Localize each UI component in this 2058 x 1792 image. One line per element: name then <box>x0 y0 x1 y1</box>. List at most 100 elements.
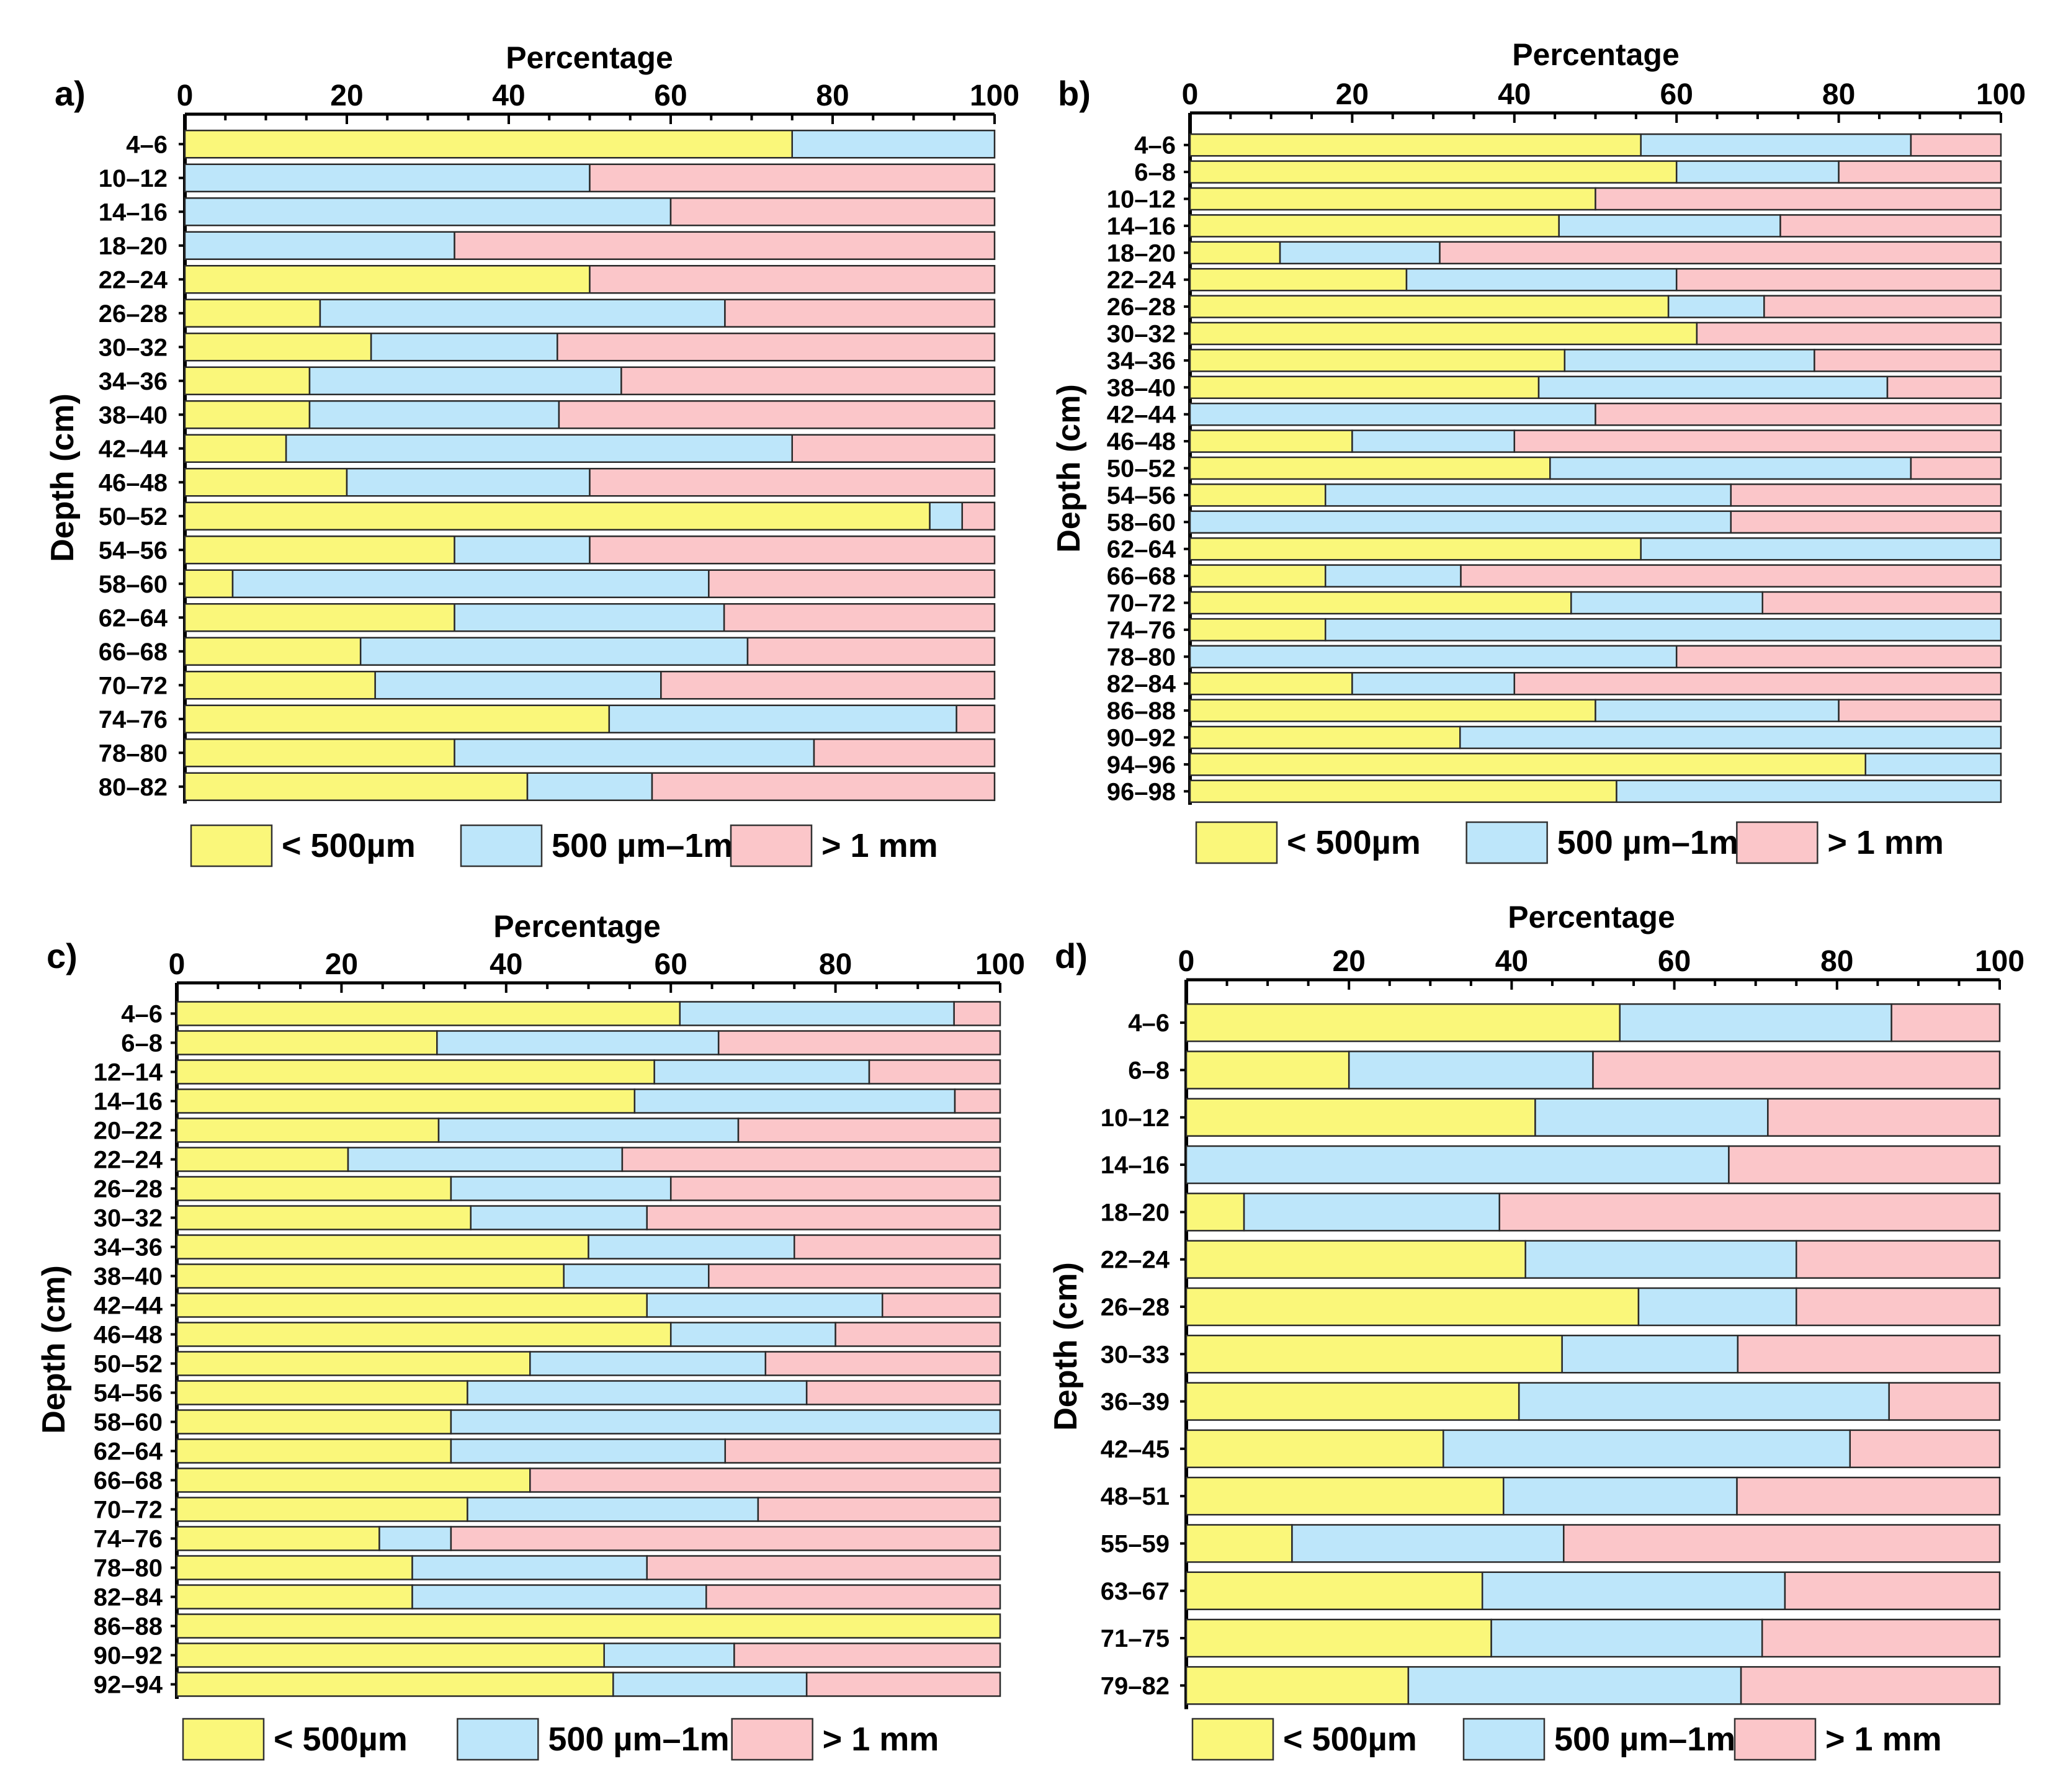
bar-segment-mid <box>1481 1571 1786 1610</box>
legend-label-lt500: < 500µm <box>282 827 416 864</box>
bar-segment-gt1 <box>1761 591 2002 615</box>
y-category-label: 78–80 <box>1107 643 1176 671</box>
bar-segment-mid <box>454 738 815 768</box>
bar-segment-lt500 <box>184 400 311 429</box>
bar-segment-mid <box>454 603 725 632</box>
y-category-label: 34–36 <box>1107 347 1176 375</box>
bar-segment-mid <box>470 1205 648 1230</box>
x-tick-label: 40 <box>1498 78 1531 111</box>
y-category-label: 80–82 <box>99 774 168 801</box>
x-tick-label: 100 <box>975 948 1025 981</box>
y-category-label: 30–33 <box>1101 1341 1170 1368</box>
legend-swatch-lt500 <box>182 1718 265 1761</box>
bar-segment-mid <box>1640 133 1912 157</box>
bar-segment-gt1 <box>1460 564 2002 588</box>
bar-segment-mid <box>184 163 591 192</box>
y-category-label: 42–45 <box>1101 1436 1170 1463</box>
bar-segment-gt1 <box>1910 456 2002 480</box>
bar-segment-gt1 <box>1696 321 2002 346</box>
bar-segment-lt500 <box>176 1234 589 1260</box>
bar-segment-mid <box>319 298 726 328</box>
y-category-label: 66–68 <box>1107 563 1176 590</box>
y-category-label: 22–24 <box>99 266 168 293</box>
bar-segment-mid <box>1291 1524 1565 1563</box>
legend-swatch-mid <box>1465 821 1548 864</box>
chart-title: Percentage <box>1508 900 1675 934</box>
bar-segment-lt500 <box>1185 1618 1492 1658</box>
y-category-label: 12–14 <box>94 1059 163 1086</box>
y-axis-label: Depth (cm) <box>1051 384 1087 553</box>
bar-segment-lt500 <box>1185 1666 1410 1705</box>
legend-label-mid: 500 µm–1mm <box>552 827 763 864</box>
bar-segment-lt500 <box>184 298 321 328</box>
bar-segment-mid <box>1616 779 2002 804</box>
legend-label-lt500: < 500µm <box>1287 824 1421 861</box>
y-axis-label: Depth (cm) <box>45 393 81 562</box>
x-tick-label: 0 <box>1178 945 1195 978</box>
bar-segment-mid <box>308 366 622 395</box>
bar-segment-gt1 <box>1737 1335 2001 1374</box>
bar-segment-gt1 <box>1838 160 2002 184</box>
bar-segment-lt500 <box>176 1584 413 1610</box>
y-category-label: 6–8 <box>121 1030 163 1057</box>
bar-segment-gt1 <box>669 197 996 226</box>
bar-segment-gt1 <box>1740 1666 2001 1705</box>
panel-label: d) <box>1055 936 1088 975</box>
bar-segment-mid <box>184 197 672 226</box>
bar-segment-lt500 <box>1185 1287 1640 1327</box>
bar-segment-gt1 <box>805 1380 1001 1405</box>
y-category-label: 42–44 <box>94 1292 163 1320</box>
bar-segment-lt500 <box>176 1409 452 1435</box>
bar-segment-lt500 <box>1189 160 1678 184</box>
bar-segment-mid <box>1564 349 1815 372</box>
bar-segment-mid <box>450 1438 727 1464</box>
y-category-label: 79–82 <box>1101 1672 1170 1700</box>
bar-segment-mid <box>1279 241 1441 265</box>
bar-segment-gt1 <box>791 434 996 463</box>
y-category-label: 86–88 <box>1107 697 1176 725</box>
y-category-label: 34–36 <box>99 368 168 395</box>
chart-title: Percentage <box>1512 37 1680 72</box>
bar-segment-lt500 <box>1189 375 1540 400</box>
x-tick-label: 100 <box>1976 78 2026 111</box>
y-category-label: 30–32 <box>1107 321 1176 348</box>
bar-segment-mid <box>679 1001 955 1026</box>
bar-segment-lt500 <box>1189 537 1642 561</box>
bar-segment-mid <box>1189 645 1678 669</box>
bar-segment-mid <box>370 333 558 362</box>
x-tick-label: 40 <box>490 948 522 981</box>
bar-segment-mid <box>1503 1476 1738 1516</box>
y-category-label: 22–24 <box>1101 1247 1170 1274</box>
bar-segment-mid <box>1524 1240 1797 1279</box>
x-tick-label: 100 <box>970 79 1019 112</box>
bar-segment-mid <box>1558 214 1781 238</box>
y-category-label: 38–40 <box>99 401 168 429</box>
bar-segment-gt1 <box>1761 1618 2001 1658</box>
bar-segment-mid <box>374 671 662 700</box>
bar-segment-gt1 <box>1730 483 2002 507</box>
y-category-label: 42–44 <box>99 436 168 463</box>
bar-segment-lt500 <box>176 1176 452 1201</box>
bar-segment-gt1 <box>1439 241 2002 265</box>
legend-label-lt500: < 500µm <box>274 1721 408 1758</box>
bar-segment-gt1 <box>621 1147 1001 1172</box>
bar-segment-gt1 <box>764 1351 1001 1376</box>
bar-segment-lt500 <box>1189 214 1560 238</box>
bar-segment-lt500 <box>176 1438 452 1464</box>
legend-label-lt500: < 500µm <box>1283 1721 1417 1758</box>
bar-segment-gt1 <box>834 1322 1001 1347</box>
bar-segment-mid <box>1243 1193 1500 1232</box>
bar-segment-lt500 <box>1189 483 1327 507</box>
bar-segment-gt1 <box>707 1263 1001 1289</box>
bar-segment-gt1 <box>454 231 996 260</box>
x-tick-label: 20 <box>1336 78 1369 111</box>
bar-segment-lt500 <box>1185 1382 1520 1421</box>
bar-segment-gt1 <box>723 603 996 632</box>
bar-segment-mid <box>563 1263 710 1289</box>
y-category-label: 58–60 <box>1107 509 1176 536</box>
y-category-label: 54–56 <box>94 1380 163 1407</box>
y-category-label: 26–28 <box>1107 293 1176 321</box>
bar-segment-gt1 <box>1736 1476 2001 1516</box>
bar-segment-lt500 <box>1185 1003 1621 1042</box>
panel-label: c) <box>47 936 78 975</box>
